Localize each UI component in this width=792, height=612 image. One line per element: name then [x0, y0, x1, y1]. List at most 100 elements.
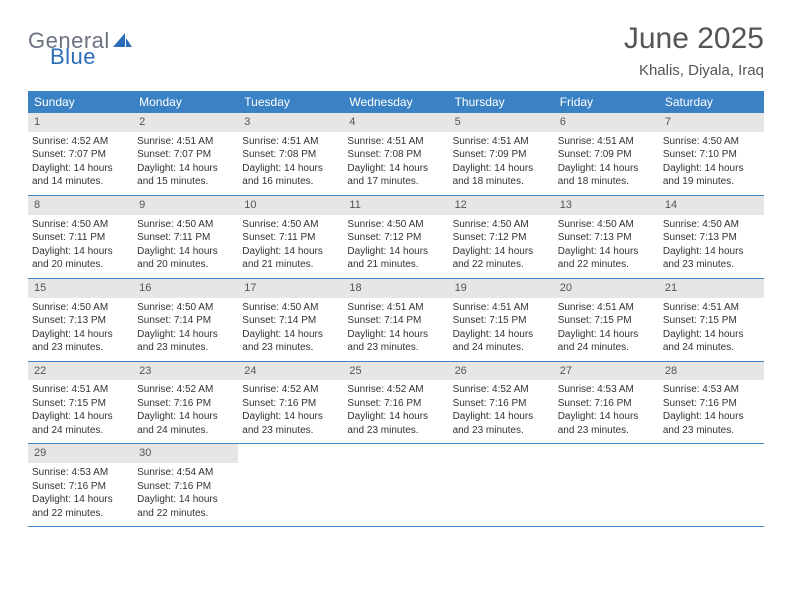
logo: General Blue	[28, 30, 134, 68]
day-number: 16	[133, 279, 238, 298]
sunset-line: Sunset: 7:16 PM	[32, 480, 129, 494]
day-cell: 16Sunrise: 4:50 AMSunset: 7:14 PMDayligh…	[133, 279, 238, 361]
logo-word-2: Blue	[50, 46, 134, 68]
sunset-line: Sunset: 7:13 PM	[32, 314, 129, 328]
sunrise-line: Sunrise: 4:52 AM	[242, 383, 339, 397]
sunrise-line: Sunrise: 4:54 AM	[137, 466, 234, 480]
day-cell: 17Sunrise: 4:50 AMSunset: 7:14 PMDayligh…	[238, 279, 343, 361]
day-number: 26	[449, 362, 554, 381]
sunset-line: Sunset: 7:16 PM	[453, 397, 550, 411]
day-number: 14	[659, 196, 764, 215]
day-number: 29	[28, 444, 133, 463]
sunrise-line: Sunrise: 4:51 AM	[453, 301, 550, 315]
day-cell: 21 Sunrise: 4:51 AMSunset: 7:15 PMDayligh…	[659, 279, 764, 361]
day-number: 3	[238, 113, 343, 132]
daylight-line: Daylight: 14 hours and 23 minutes.	[242, 328, 339, 355]
day-cell: 4Sunrise: 4:51 AMSunset: 7:08 PMDaylight…	[343, 113, 448, 195]
title-block: June 2025 Khalis, Diyala, Iraq	[624, 22, 764, 79]
sunrise-line: Sunrise: 4:50 AM	[663, 218, 760, 232]
sunset-line: Sunset: 7:11 PM	[32, 231, 129, 245]
day-number: 25	[343, 362, 448, 381]
day-number: 5	[449, 113, 554, 132]
sunrise-line: Sunrise: 4:51 AM	[137, 135, 234, 149]
daylight-line: Daylight: 14 hours and 23 minutes.	[242, 410, 339, 437]
sunrise-line: Sunrise: 4:53 AM	[558, 383, 655, 397]
sunrise-line: Sunrise: 4:51 AM	[32, 383, 129, 397]
sunset-line: Sunset: 7:16 PM	[663, 397, 760, 411]
page-title: June 2025	[624, 22, 764, 56]
day-cell-empty	[554, 444, 659, 526]
day-number: 30	[133, 444, 238, 463]
day-cell: 8Sunrise: 4:50 AMSunset: 7:11 PMDaylight…	[28, 196, 133, 278]
weekday-header-row: SundayMondayTuesdayWednesdayThursdayFrid…	[28, 91, 764, 113]
day-number: 8	[28, 196, 133, 215]
location-text: Khalis, Diyala, Iraq	[624, 62, 764, 79]
sunset-line: Sunset: 7:15 PM	[558, 314, 655, 328]
sunrise-line: Sunrise: 4:52 AM	[453, 383, 550, 397]
sunrise-line: Sunrise: 4:50 AM	[558, 218, 655, 232]
day-cell: 26Sunrise: 4:52 AMSunset: 7:16 PMDayligh…	[449, 362, 554, 444]
daylight-line: Daylight: 14 hours and 23 minutes.	[347, 410, 444, 437]
weekday-header: Friday	[554, 91, 659, 113]
sunset-line: Sunset: 7:15 PM	[663, 314, 760, 328]
sunset-line: Sunset: 7:16 PM	[347, 397, 444, 411]
daylight-line: Daylight: 14 hours and 17 minutes.	[347, 162, 444, 189]
daylight-line: Daylight: 14 hours and 24 minutes.	[137, 410, 234, 437]
daylight-line: Daylight: 14 hours and 14 minutes.	[32, 162, 129, 189]
sunset-line: Sunset: 7:09 PM	[453, 148, 550, 162]
day-number: 10	[238, 196, 343, 215]
day-cell: 7Sunrise: 4:50 AMSunset: 7:10 PMDaylight…	[659, 113, 764, 195]
sunset-line: Sunset: 7:08 PM	[242, 148, 339, 162]
daylight-line: Daylight: 14 hours and 21 minutes.	[242, 245, 339, 272]
sunrise-line: Sunrise: 4:51 AM	[347, 301, 444, 315]
sunset-line: Sunset: 7:13 PM	[558, 231, 655, 245]
day-cell: 14Sunrise: 4:50 AMSunset: 7:13 PMDayligh…	[659, 196, 764, 278]
day-cell: 20Sunrise: 4:51 AMSunset: 7:15 PMDayligh…	[554, 279, 659, 361]
day-number: 7	[659, 113, 764, 132]
day-number: 15	[28, 279, 133, 298]
daylight-line: Daylight: 14 hours and 23 minutes.	[32, 328, 129, 355]
daylight-line: Daylight: 14 hours and 24 minutes.	[663, 328, 760, 355]
sunrise-line: Sunrise: 4:50 AM	[137, 301, 234, 315]
sunrise-line: Sunrise: 4:51 AM	[453, 135, 550, 149]
sunset-line: Sunset: 7:07 PM	[32, 148, 129, 162]
daylight-line: Daylight: 14 hours and 23 minutes.	[663, 410, 760, 437]
daylight-line: Daylight: 14 hours and 16 minutes.	[242, 162, 339, 189]
daylight-line: Daylight: 14 hours and 22 minutes.	[558, 245, 655, 272]
day-cell: 19Sunrise: 4:51 AMSunset: 7:15 PMDayligh…	[449, 279, 554, 361]
sunset-line: Sunset: 7:10 PM	[663, 148, 760, 162]
weekday-header: Wednesday	[343, 91, 448, 113]
calendar-body: 1Sunrise: 4:52 AMSunset: 7:07 PMDaylight…	[28, 113, 764, 527]
day-number: 20	[554, 279, 659, 298]
daylight-line: Daylight: 14 hours and 18 minutes.	[453, 162, 550, 189]
daylight-line: Daylight: 14 hours and 21 minutes.	[347, 245, 444, 272]
sunset-line: Sunset: 7:11 PM	[137, 231, 234, 245]
day-number: 23	[133, 362, 238, 381]
day-cell: 27Sunrise: 4:53 AMSunset: 7:16 PMDayligh…	[554, 362, 659, 444]
week-row: 29Sunrise: 4:53 AMSunset: 7:16 PMDayligh…	[28, 444, 764, 527]
day-number: 9	[133, 196, 238, 215]
day-number: 22	[28, 362, 133, 381]
day-cell: 3Sunrise: 4:51 AMSunset: 7:08 PMDaylight…	[238, 113, 343, 195]
day-number: 21	[659, 279, 764, 298]
sunset-line: Sunset: 7:13 PM	[663, 231, 760, 245]
weekday-header: Thursday	[449, 91, 554, 113]
week-row: 8Sunrise: 4:50 AMSunset: 7:11 PMDaylight…	[28, 196, 764, 279]
sunrise-line: Sunrise: 4:52 AM	[137, 383, 234, 397]
sunrise-line: Sunrise: 4:51 AM	[663, 301, 760, 315]
sunset-line: Sunset: 7:16 PM	[137, 480, 234, 494]
sunset-line: Sunset: 7:14 PM	[137, 314, 234, 328]
daylight-line: Daylight: 14 hours and 24 minutes.	[453, 328, 550, 355]
day-cell-empty	[449, 444, 554, 526]
day-cell-empty	[238, 444, 343, 526]
day-cell: 25Sunrise: 4:52 AMSunset: 7:16 PMDayligh…	[343, 362, 448, 444]
sunrise-line: Sunrise: 4:51 AM	[558, 135, 655, 149]
day-number: 2	[133, 113, 238, 132]
sunset-line: Sunset: 7:16 PM	[242, 397, 339, 411]
day-number: 11	[343, 196, 448, 215]
day-number: 13	[554, 196, 659, 215]
day-cell-empty	[343, 444, 448, 526]
sunrise-line: Sunrise: 4:50 AM	[32, 218, 129, 232]
day-number: 1	[28, 113, 133, 132]
week-row: 15Sunrise: 4:50 AMSunset: 7:13 PMDayligh…	[28, 279, 764, 362]
